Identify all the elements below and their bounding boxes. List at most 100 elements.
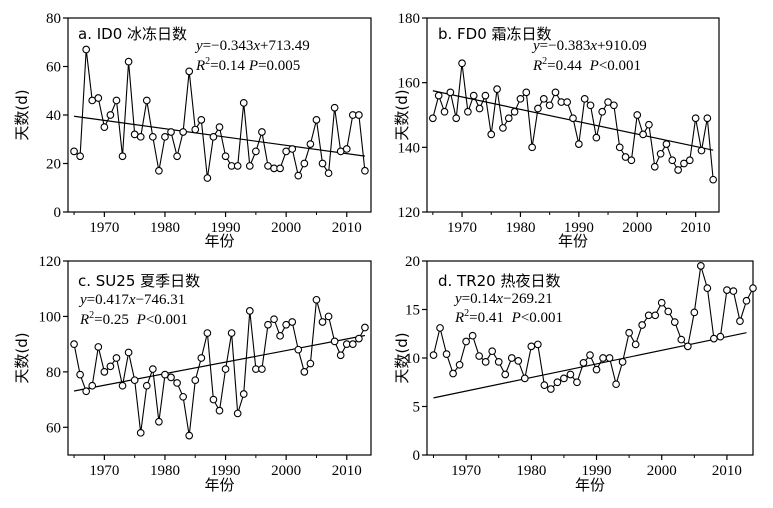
data-point <box>436 324 444 332</box>
data-point <box>604 98 612 106</box>
data-point <box>709 175 718 184</box>
data-point <box>361 166 369 175</box>
data-point <box>294 171 303 180</box>
y-tick-label: 5 <box>413 400 421 416</box>
y-tick-label: 20 <box>46 157 61 173</box>
chart-panel-b: 120 140 160 180 1970 1980 1990 2000 2010 天数(d) 年份 b… <box>393 11 720 250</box>
y-tick-label: 15 <box>405 303 420 319</box>
data-point <box>742 296 751 305</box>
data-point <box>276 331 284 340</box>
data-point <box>355 111 363 119</box>
data-point <box>270 315 278 324</box>
data-point <box>88 381 97 390</box>
data-point <box>703 284 712 293</box>
x-tick-label: 2000 <box>271 220 301 236</box>
data-point <box>621 153 630 161</box>
data-point <box>428 114 437 123</box>
x-tick-label: 1990 <box>211 463 241 479</box>
x-tick-label: 2010 <box>712 463 742 479</box>
data-point <box>580 94 589 103</box>
data-point <box>494 358 503 366</box>
data-point <box>100 368 109 376</box>
data-point <box>440 107 449 116</box>
regression-stats: R2=0.44 P<0.001 <box>532 56 641 74</box>
data-point <box>161 370 169 379</box>
regression-stats: R2=0.25 P<0.001 <box>79 310 188 328</box>
data-point <box>300 159 309 168</box>
plot-frame <box>426 17 720 213</box>
data-point <box>677 335 686 344</box>
stat-r: R <box>454 310 464 326</box>
data-point <box>136 132 145 141</box>
data-point <box>464 107 472 116</box>
x-tick-label: 2000 <box>647 463 677 479</box>
data-point <box>288 318 297 326</box>
stat-p-value: <0.001 <box>599 58 641 74</box>
chart-panel-a: 0 20 40 60 80 1970 1980 1990 2000 2010 天数(d) 年份 a. I… <box>13 11 372 250</box>
data-point <box>252 147 260 156</box>
data-point <box>112 354 121 362</box>
data-point <box>142 381 151 390</box>
equation-x: x <box>589 38 597 54</box>
data-point <box>650 162 659 171</box>
stat-r-superscript: 2 <box>464 308 469 319</box>
data-point <box>245 162 254 170</box>
equation-x: x <box>128 292 136 308</box>
stat-p: P <box>136 312 146 328</box>
data-point <box>598 107 607 116</box>
stat-p-value: <0.001 <box>146 312 188 328</box>
equation-y: y <box>78 292 87 308</box>
data-point <box>312 295 321 304</box>
data-point <box>209 395 218 404</box>
y-axis-label: 天数(d) <box>393 332 411 383</box>
equation-intercept: −269.21 <box>503 291 553 307</box>
equation-y: y <box>453 291 462 307</box>
equation-coef: =0.417 <box>87 292 130 308</box>
data-point <box>179 392 187 401</box>
y-tick-label: 100 <box>39 309 62 325</box>
data-point <box>155 417 163 426</box>
data-point <box>488 347 497 356</box>
data-point <box>173 152 181 161</box>
x-tick-label: 1980 <box>150 220 180 236</box>
x-tick-label: 2010 <box>332 220 362 236</box>
data-point <box>493 85 501 93</box>
data-point <box>294 345 303 354</box>
stat-r2-value: =0.25 <box>94 312 132 328</box>
stat-r: R <box>195 58 205 74</box>
y-tick-label: 60 <box>46 60 61 76</box>
panel-title: a. ID0 冰冻日数 <box>78 25 187 43</box>
data-point <box>674 166 682 174</box>
data-point <box>569 114 577 123</box>
data-point <box>612 380 620 389</box>
data-point <box>573 378 581 387</box>
data-point <box>633 111 642 119</box>
data-point <box>446 88 455 97</box>
y-axis-label: 天数(d) <box>13 89 31 140</box>
x-tick-label: 2000 <box>622 220 652 236</box>
data-point <box>499 124 507 132</box>
x-tick-label: 1980 <box>516 463 546 479</box>
data-point <box>94 343 103 351</box>
data-point <box>324 312 333 321</box>
y-tick-label: 140 <box>398 140 421 156</box>
data-point <box>318 318 327 326</box>
data-point <box>481 91 490 100</box>
data-point <box>203 329 212 337</box>
data-point <box>161 132 169 141</box>
data-point <box>148 132 157 141</box>
data-point <box>203 174 212 182</box>
data-point <box>631 340 640 349</box>
stat-r2-value: =0.14 <box>210 58 245 74</box>
data-point <box>455 360 464 369</box>
x-tick-label: 1990 <box>211 220 241 236</box>
data-point <box>452 114 461 123</box>
stat-r: R <box>79 312 89 328</box>
data-point <box>545 101 554 110</box>
data-point <box>136 428 145 437</box>
data-point <box>221 365 230 373</box>
data-point <box>100 123 109 131</box>
data-point <box>312 115 321 124</box>
data-point <box>442 350 451 358</box>
data-point <box>245 307 254 315</box>
